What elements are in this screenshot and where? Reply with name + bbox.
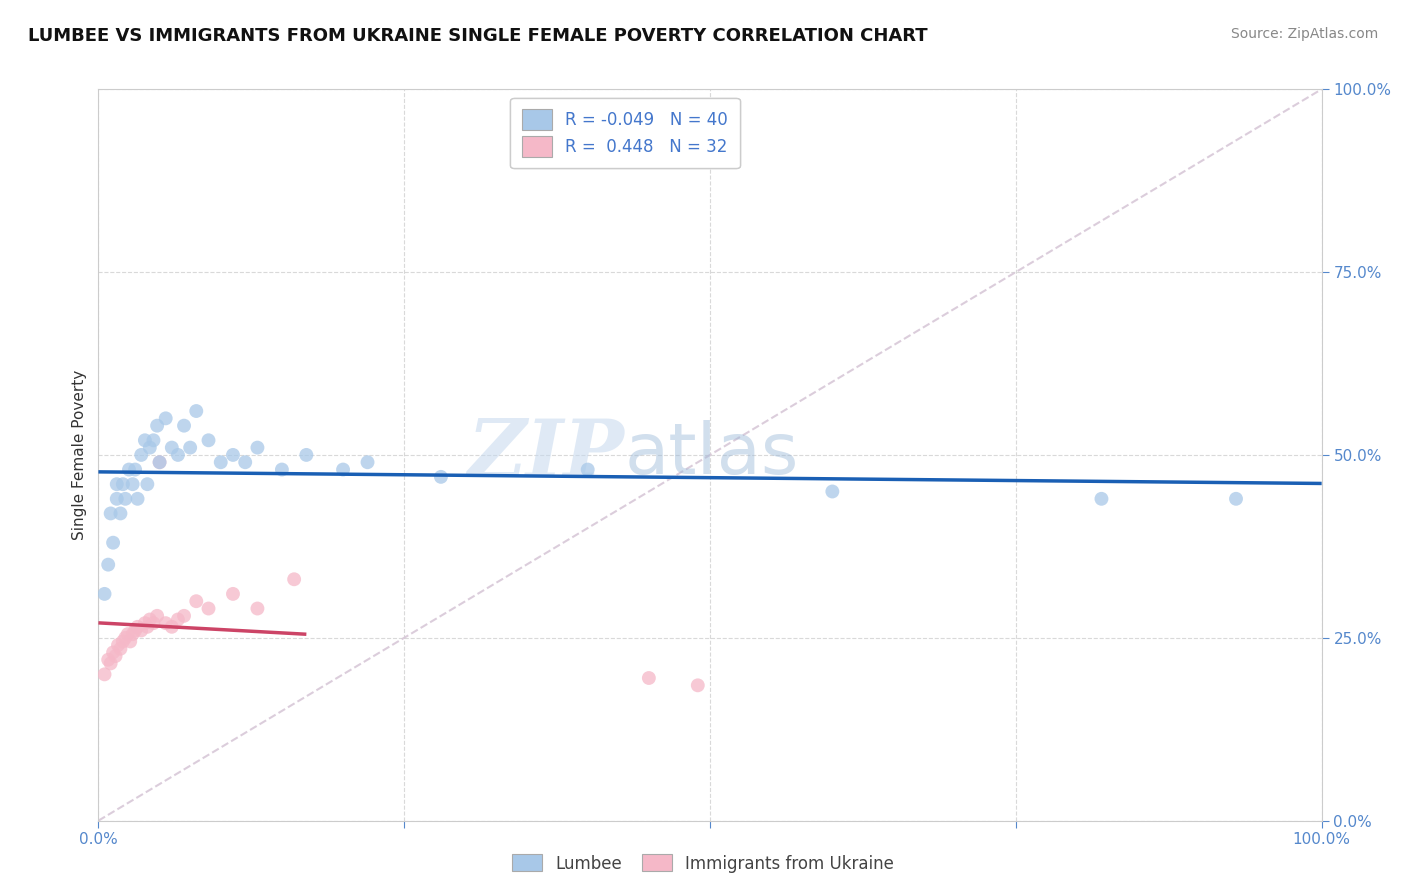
Point — [120, 634, 142, 648]
Point — [821, 484, 844, 499]
Point — [105, 491, 128, 506]
Point — [97, 653, 120, 667]
Point — [117, 627, 139, 641]
Point — [173, 608, 195, 623]
Point — [146, 608, 169, 623]
Point — [127, 491, 149, 506]
Point — [197, 434, 219, 448]
Text: LUMBEE VS IMMIGRANTS FROM UKRAINE SINGLE FEMALE POVERTY CORRELATION CHART: LUMBEE VS IMMIGRANTS FROM UKRAINE SINGLE… — [28, 27, 928, 45]
Legend: R = -0.049   N = 40, R =  0.448   N = 32: R = -0.049 N = 40, R = 0.448 N = 32 — [510, 97, 740, 169]
Point — [246, 441, 269, 455]
Point — [233, 455, 256, 469]
Point — [101, 535, 124, 549]
Text: atlas: atlas — [624, 420, 799, 490]
Point — [129, 624, 152, 638]
Point — [110, 507, 132, 521]
Point — [167, 613, 190, 627]
Point — [186, 404, 208, 418]
Point — [149, 455, 172, 469]
Point — [179, 441, 201, 455]
Point — [127, 620, 149, 634]
Point — [356, 455, 378, 469]
Point — [118, 462, 141, 476]
Point — [576, 462, 599, 476]
Point — [686, 678, 709, 692]
Point — [136, 477, 159, 491]
Point — [1090, 491, 1112, 506]
Point — [160, 620, 183, 634]
Point — [104, 649, 127, 664]
Point — [100, 507, 122, 521]
Text: Source: ZipAtlas.com: Source: ZipAtlas.com — [1230, 27, 1378, 41]
Point — [160, 441, 183, 455]
Point — [121, 627, 143, 641]
Point — [121, 477, 143, 491]
Point — [146, 418, 169, 433]
Point — [93, 667, 115, 681]
Point — [1225, 491, 1247, 506]
Point — [295, 448, 318, 462]
Point — [100, 657, 122, 671]
Point — [110, 641, 132, 656]
Point — [149, 455, 172, 469]
Point — [197, 601, 219, 615]
Point — [222, 448, 245, 462]
Point — [124, 462, 146, 476]
Point — [209, 455, 232, 469]
Point — [167, 448, 190, 462]
Point — [155, 411, 177, 425]
Point — [97, 558, 120, 572]
Point — [134, 434, 156, 448]
Point — [186, 594, 208, 608]
Point — [155, 616, 177, 631]
Point — [105, 477, 128, 491]
Point — [93, 587, 115, 601]
Point — [246, 601, 269, 615]
Point — [114, 491, 136, 506]
Point — [124, 624, 146, 638]
Point — [111, 477, 134, 491]
Point — [270, 462, 294, 476]
Point — [637, 671, 661, 685]
Point — [129, 448, 152, 462]
Text: ZIP: ZIP — [468, 417, 624, 493]
Point — [142, 434, 165, 448]
Point — [111, 634, 134, 648]
Point — [101, 645, 124, 659]
Point — [134, 616, 156, 631]
Point — [222, 587, 245, 601]
Point — [332, 462, 354, 476]
Point — [139, 441, 162, 455]
Point — [114, 631, 136, 645]
Y-axis label: Single Female Poverty: Single Female Poverty — [72, 370, 87, 540]
Point — [283, 572, 305, 586]
Point — [430, 470, 453, 484]
Point — [136, 620, 159, 634]
Point — [139, 613, 162, 627]
Point — [107, 638, 129, 652]
Legend: Lumbee, Immigrants from Ukraine: Lumbee, Immigrants from Ukraine — [505, 847, 901, 880]
Point — [142, 616, 165, 631]
Point — [173, 418, 195, 433]
